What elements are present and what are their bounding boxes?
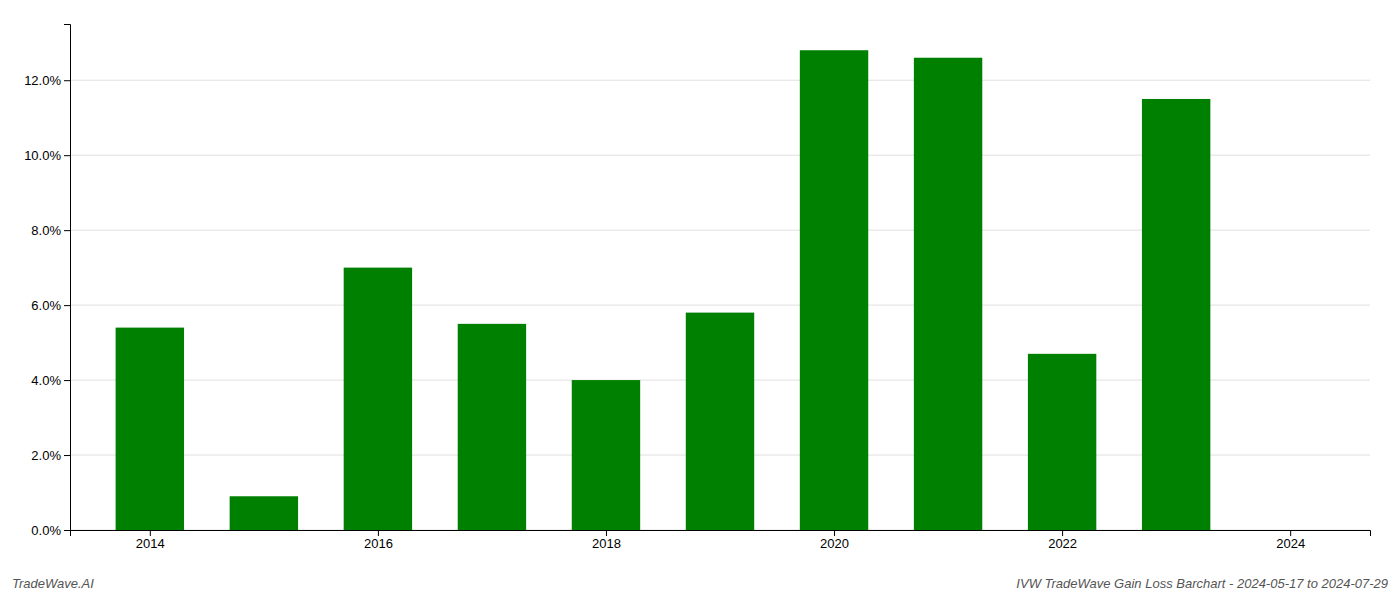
bar: [458, 324, 526, 530]
chart: 2014 2016 2018 2020 2022 2024 0.0% 2.0% 4.0% 6.0%…: [0, 0, 1400, 600]
y-tick-mark: [64, 455, 70, 456]
y-tick-label: 4.0%: [31, 373, 61, 388]
y-tick: 2.0%: [31, 448, 70, 463]
bars: [116, 50, 1211, 530]
bar: [344, 268, 412, 530]
y-tick: 8.0%: [31, 223, 70, 238]
x-tick-mark: [378, 530, 379, 536]
x-tick-label: 2014: [136, 536, 165, 551]
x-tick: 2018: [592, 530, 621, 551]
bar: [1028, 354, 1096, 530]
bar: [116, 328, 184, 530]
y-tick-mark: [64, 305, 70, 306]
y-axis: 0.0% 2.0% 4.0% 6.0% 8.0% 10.0% 12.0%: [24, 25, 70, 538]
y-tick-mark: [64, 80, 70, 81]
bar: [914, 58, 982, 530]
y-tick-label: 2.0%: [31, 448, 61, 463]
x-tick: 2022: [1048, 530, 1077, 551]
x-tick-label: 2022: [1048, 536, 1077, 551]
bar: [686, 313, 754, 530]
x-tick-mark: [1062, 530, 1063, 536]
y-tick-mark: [64, 380, 70, 381]
y-tick-label: 8.0%: [31, 223, 61, 238]
bar: [1142, 99, 1210, 530]
x-axis-line: [71, 531, 1371, 537]
x-tick: 2024: [1276, 530, 1305, 551]
x-tick: 2020: [820, 530, 849, 551]
y-tick-label: 0.0%: [31, 523, 61, 538]
x-tick-mark: [834, 530, 835, 536]
y-tick-label: 6.0%: [31, 298, 61, 313]
bar: [572, 380, 640, 530]
x-tick: 2014: [136, 530, 165, 551]
y-tick: 6.0%: [31, 298, 70, 313]
y-axis-line: [64, 25, 71, 531]
x-tick-mark: [1290, 530, 1291, 536]
y-tick: 0.0%: [31, 523, 70, 538]
y-tick-label: 10.0%: [24, 148, 61, 163]
plot: 2014 2016 2018 2020 2022 2024 0.0% 2.0% 4.0% 6.0%…: [24, 25, 1370, 552]
y-tick: 10.0%: [24, 148, 70, 163]
bar: [230, 496, 298, 530]
bar: [800, 50, 868, 530]
grid: [70, 80, 1370, 530]
x-tick-label: 2018: [592, 536, 621, 551]
y-tick-mark: [64, 155, 70, 156]
x-tick: 2016: [364, 530, 393, 551]
x-tick-label: 2020: [820, 536, 849, 551]
y-tick: 12.0%: [24, 73, 70, 88]
y-tick-mark: [64, 230, 70, 231]
y-tick-label: 12.0%: [24, 73, 61, 88]
x-tick-label: 2016: [364, 536, 393, 551]
x-tick-mark: [150, 530, 151, 536]
y-tick: 4.0%: [31, 373, 70, 388]
footer-annotation: TradeWave.AI: [12, 576, 94, 591]
grid-line: [70, 80, 1370, 81]
footer-annotation: IVW TradeWave Gain Loss Barchart - 2024-…: [1016, 576, 1388, 591]
x-tick-mark: [606, 530, 607, 536]
x-axis: 2014 2016 2018 2020 2022 2024: [71, 530, 1371, 551]
y-tick-mark: [64, 530, 70, 531]
x-tick-label: 2024: [1276, 536, 1305, 551]
